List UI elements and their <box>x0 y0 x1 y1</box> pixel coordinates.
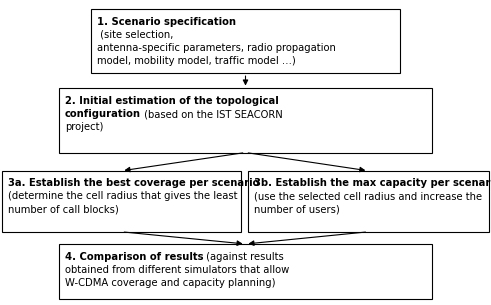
Text: configuration: configuration <box>65 109 141 119</box>
Text: (based on the IST SEACORN: (based on the IST SEACORN <box>141 109 282 119</box>
Bar <box>91 9 400 73</box>
Bar <box>59 244 432 299</box>
Text: model, mobility model, traffic model …): model, mobility model, traffic model …) <box>97 56 296 66</box>
Text: antenna-specific parameters, radio propagation: antenna-specific parameters, radio propa… <box>97 43 336 53</box>
Text: project): project) <box>65 122 103 132</box>
Bar <box>248 171 489 232</box>
Bar <box>59 88 432 152</box>
Text: 2. Initial estimation of the topological: 2. Initial estimation of the topological <box>65 96 278 106</box>
Text: number of call blocks): number of call blocks) <box>8 204 119 214</box>
Text: 3a. Establish the best coverage per scenario: 3a. Establish the best coverage per scen… <box>8 178 260 188</box>
Text: (site selection,: (site selection, <box>97 30 173 40</box>
Text: 3b. Establish the max capacity per scenario: 3b. Establish the max capacity per scena… <box>254 178 491 188</box>
Bar <box>2 171 241 232</box>
Text: obtained from different simulators that allow: obtained from different simulators that … <box>65 265 289 274</box>
Text: number of users): number of users) <box>254 204 340 214</box>
Text: 1. Scenario specification: 1. Scenario specification <box>97 17 236 27</box>
Text: (against results: (against results <box>203 252 284 262</box>
Text: (determine the cell radius that gives the least: (determine the cell radius that gives th… <box>8 192 238 201</box>
Text: W-CDMA coverage and capacity planning): W-CDMA coverage and capacity planning) <box>65 278 275 288</box>
Text: 4. Comparison of results: 4. Comparison of results <box>65 252 203 262</box>
Text: (use the selected cell radius and increase the: (use the selected cell radius and increa… <box>254 192 482 201</box>
